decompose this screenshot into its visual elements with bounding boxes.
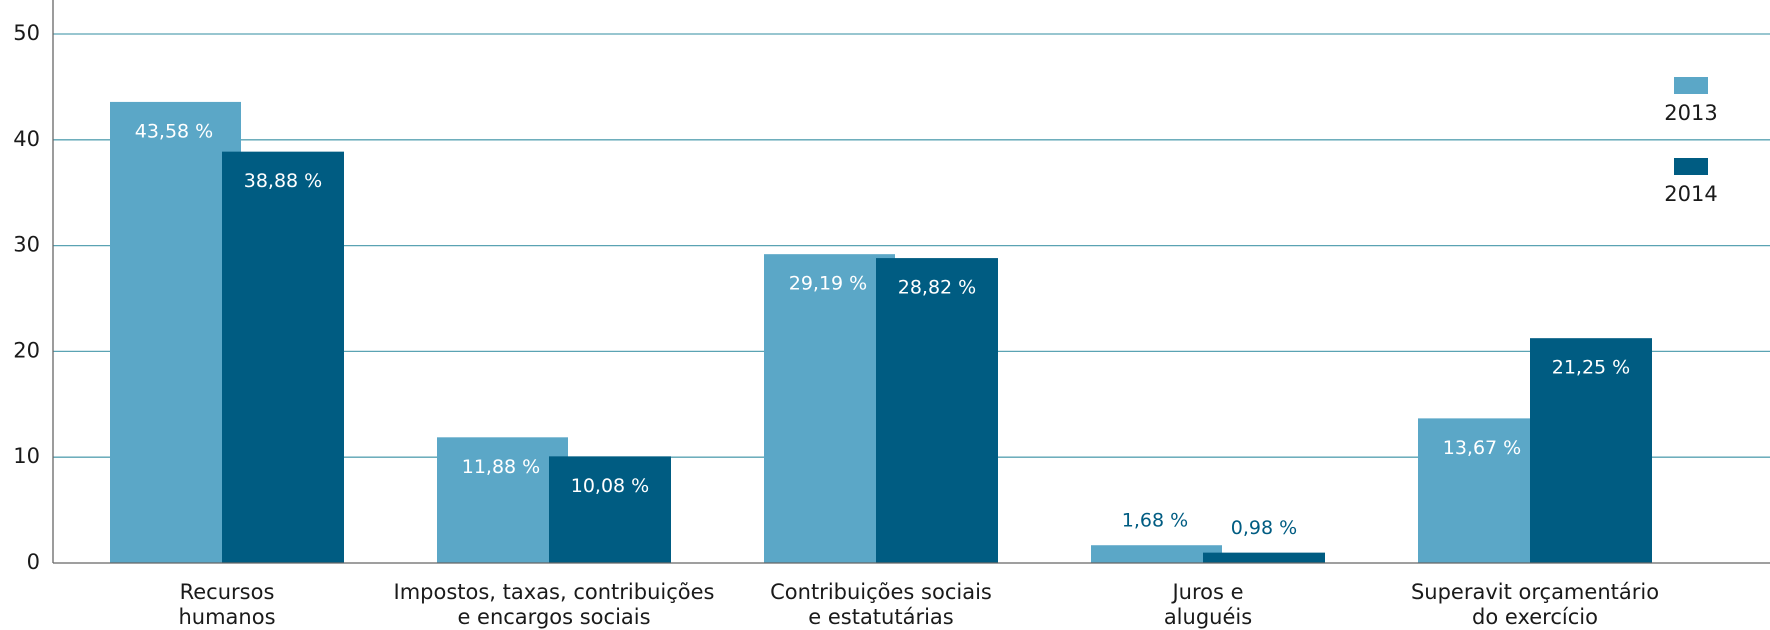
value-label: 28,82 % <box>898 277 977 299</box>
x-tick-label: Recursos humanos <box>178 580 275 629</box>
bar <box>1091 545 1222 563</box>
y-tick-label: 20 <box>13 338 40 362</box>
x-tick-label: Superavit orçamentário do exercício <box>1411 580 1659 629</box>
bar <box>110 101 241 564</box>
y-tick-label: 30 <box>13 233 40 257</box>
x-tick-label-line: Superavit orçamentário <box>1411 580 1659 604</box>
value-label: 1,68 % <box>1122 510 1188 532</box>
bar <box>222 151 344 563</box>
legend-label: 2014 <box>1664 182 1717 206</box>
x-tick-label-line: do exercício <box>1472 605 1598 629</box>
bar <box>549 456 671 563</box>
bar <box>1530 338 1652 563</box>
y-tick-label: 40 <box>13 127 40 151</box>
x-tick-label-line: humanos <box>178 605 275 629</box>
bar <box>764 254 895 563</box>
value-label: 21,25 % <box>1552 357 1631 379</box>
value-label: 11,88 % <box>462 456 541 478</box>
x-tick-label: Juros e aluguéis <box>1164 580 1252 629</box>
x-tick-label-line: e encargos sociais <box>457 605 650 629</box>
y-tick-label: 0 <box>27 550 40 574</box>
y-tick-label: 50 <box>13 21 40 45</box>
legend-swatch <box>1674 158 1708 175</box>
value-label: 0,98 % <box>1231 517 1297 539</box>
bar <box>876 258 998 563</box>
bar <box>437 437 568 563</box>
x-tick-label-line: Impostos, taxas, contribuições <box>394 580 715 604</box>
value-label: 43,58 % <box>135 120 214 142</box>
bar <box>1203 552 1325 563</box>
x-tick-label-line: e estatutárias <box>808 605 953 629</box>
x-tick-label-line: Recursos <box>180 580 275 604</box>
y-tick-label: 10 <box>13 444 40 468</box>
x-tick-label-line: aluguéis <box>1164 605 1252 629</box>
x-tick-label: Contribuições sociais e estatutárias <box>770 580 992 629</box>
legend-label: 2013 <box>1664 101 1717 125</box>
value-label: 29,19 % <box>789 273 868 295</box>
bar <box>1418 418 1549 563</box>
x-tick-label-line: Juros e <box>1170 580 1243 604</box>
value-label: 10,08 % <box>571 475 650 497</box>
legend-swatch <box>1674 77 1708 94</box>
value-label: 38,88 % <box>244 170 323 192</box>
x-tick-label: Impostos, taxas, contribuições e encargos… <box>394 580 715 629</box>
value-label: 13,67 % <box>1443 437 1522 459</box>
x-tick-label-line: Contribuições sociais <box>770 580 992 604</box>
